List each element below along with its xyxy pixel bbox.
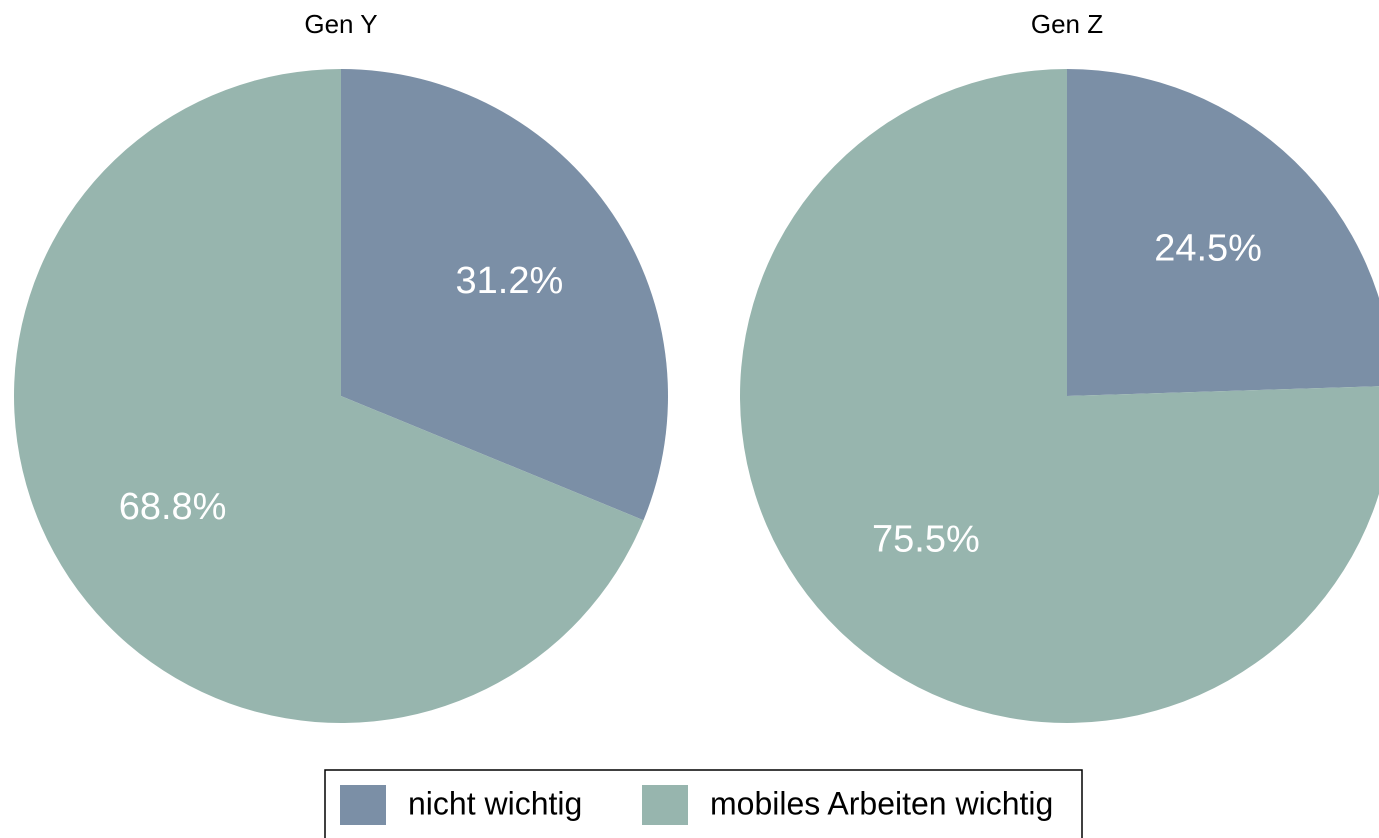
legend-box xyxy=(324,769,1083,838)
legend-label: mobiles Arbeiten wichtig xyxy=(710,785,1053,821)
pie-slice xyxy=(1067,69,1379,396)
pie-slice xyxy=(14,69,644,723)
pie-slice xyxy=(341,69,668,521)
value-label: 24.5% xyxy=(1154,227,1262,269)
value-label: 68.8% xyxy=(119,486,227,528)
legend-label: nicht wichtig xyxy=(408,785,582,821)
value-label: 31.2% xyxy=(456,260,564,302)
chart-title: Gen Y xyxy=(304,9,377,39)
legend-swatch xyxy=(642,785,688,825)
value-label: 75.5% xyxy=(872,519,980,561)
pie-slice xyxy=(740,69,1379,723)
legend-swatch xyxy=(340,785,386,825)
chart-title: Gen Z xyxy=(1031,9,1103,39)
